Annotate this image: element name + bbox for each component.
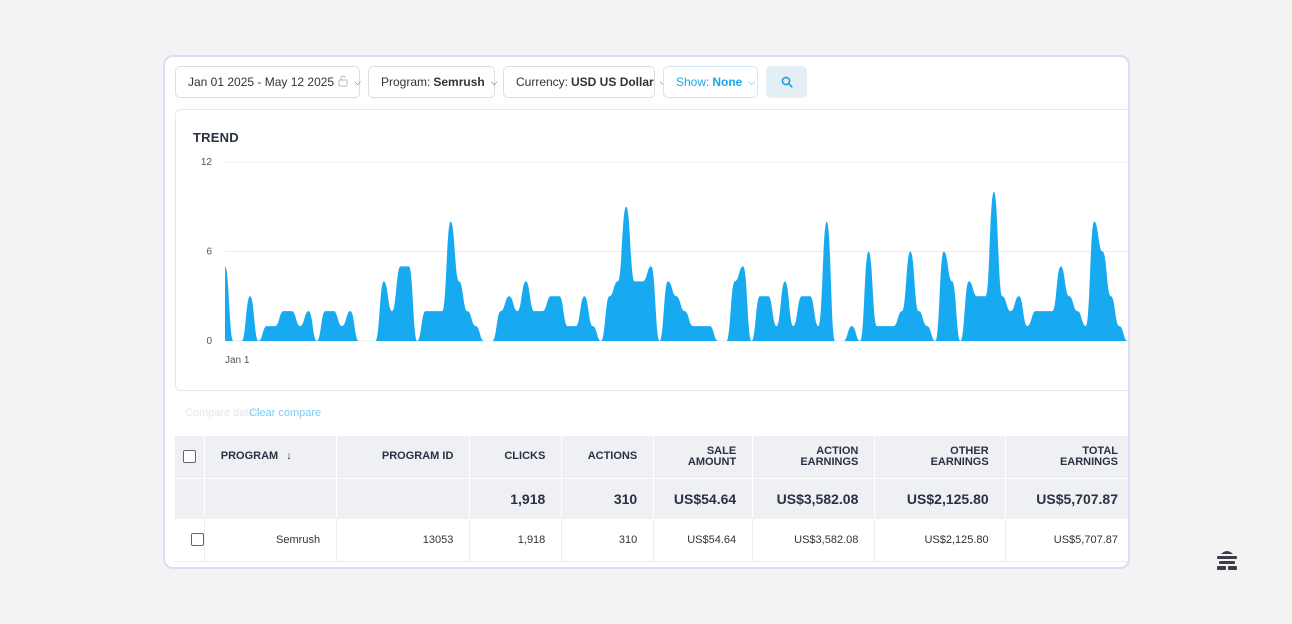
currency-value: USD US Dollar	[571, 75, 654, 89]
row-sale-amount: US$54.64	[653, 519, 754, 562]
chevron-down-icon: ⌵	[748, 76, 756, 87]
header-clicks[interactable]: CLICKS	[469, 436, 563, 478]
totals-other-earnings: US$2,125.80	[874, 477, 1006, 519]
clear-compare-link[interactable]: Clear compare	[249, 407, 322, 419]
header-program-label: PROGRAM	[220, 450, 279, 463]
y-tick-label: 6	[206, 247, 212, 258]
totals-sale-amount: US$54.64	[653, 477, 754, 519]
select-all-checkbox[interactable]	[182, 450, 196, 464]
program-dropdown[interactable]: Program: Semrush ⌵	[368, 66, 498, 98]
header-action-earnings-line1: ACTION	[816, 444, 859, 457]
totals-row: 1,918 310 US$54.64 US$3,582.08 US$2,125.…	[175, 477, 1128, 519]
row-other-earnings: US$2,125.80	[874, 519, 1006, 562]
trend-chart: 12 6 0 Jan 1	[201, 157, 1128, 366]
compare-dates-link[interactable]: Compare dates	[185, 407, 261, 419]
show-value: None	[712, 75, 743, 89]
currency-label: Currency:	[516, 75, 569, 89]
show-label: Show:	[676, 75, 710, 89]
header-sale-amount-line1: SALE	[706, 444, 737, 457]
search-icon	[781, 76, 793, 88]
header-sale-amount-line2: AMOUNT	[687, 455, 737, 468]
row-action-earnings: US$3,582.08	[752, 519, 876, 562]
currency-dropdown[interactable]: Currency: USD US Dollar ⌵	[503, 66, 667, 98]
sort-down-arrow-icon: ↓	[286, 450, 292, 463]
lock-icon	[338, 75, 348, 90]
row-checkbox[interactable]	[191, 533, 204, 547]
header-sale-amount[interactable]: SALE AMOUNT	[653, 436, 754, 478]
totals-program-id-cell	[336, 477, 471, 519]
header-other-earnings[interactable]: OTHER EARNINGS	[874, 436, 1006, 478]
earnings-table: PROGRAM ↓ PROGRAM ID CLICKS ACTIONS SALE A…	[175, 436, 1128, 562]
table-row: Semrush 13053 1,918 310 US$54.64 US$3,58…	[175, 519, 1128, 562]
trend-area-series	[225, 191, 1128, 341]
filter-bar: Jan 01 2025 - May 12 2025 ⌵ Program: Sem…	[175, 66, 807, 98]
row-total-earnings: US$5,707.87	[1005, 519, 1128, 562]
totals-empty-cell	[175, 477, 205, 519]
totals-action-earnings: US$3,582.08	[752, 477, 876, 519]
header-action-earnings[interactable]: ACTION EARNINGS	[752, 436, 876, 478]
search-button[interactable]	[766, 66, 807, 98]
row-select-cell	[175, 519, 205, 562]
date-range-value: Jan 01 2025 - May 12 2025	[188, 75, 335, 89]
show-dropdown[interactable]: Show: None ⌵	[663, 66, 758, 98]
header-total-earnings[interactable]: TOTAL EARNINGS	[1005, 436, 1128, 478]
program-label: Program:	[381, 75, 431, 89]
x-tick-label: Jan 1	[225, 355, 250, 366]
totals-clicks: 1,918	[469, 477, 563, 519]
table-header-row: PROGRAM ↓ PROGRAM ID CLICKS ACTIONS SALE A…	[175, 436, 1128, 478]
totals-actions: 310	[561, 477, 655, 519]
report-panel: Jan 01 2025 - May 12 2025 ⌵ Program: Sem…	[163, 55, 1130, 569]
row-actions-link[interactable]: 310	[561, 519, 655, 562]
row-program: Semrush	[204, 519, 338, 562]
header-actions[interactable]: ACTIONS	[561, 436, 655, 478]
row-program-id: 13053	[336, 519, 471, 562]
select-all-cell	[175, 436, 205, 478]
trend-card: TREND 12 6 0 Jan 1	[175, 109, 1128, 391]
program-value: Semrush	[433, 75, 485, 89]
header-action-earnings-line2: EARNINGS	[800, 455, 859, 468]
chevron-down-icon: ⌵	[354, 76, 361, 87]
trend-title: TREND	[193, 130, 239, 145]
header-program[interactable]: PROGRAM ↓	[204, 436, 338, 478]
date-range-picker[interactable]: Jan 01 2025 - May 12 2025 ⌵	[175, 66, 361, 98]
y-tick-label: 12	[201, 157, 213, 168]
row-clicks: 1,918	[469, 519, 563, 562]
totals-total-earnings: US$5,707.87	[1005, 477, 1128, 519]
header-program-id[interactable]: PROGRAM ID	[336, 436, 471, 478]
totals-program-cell	[204, 477, 338, 519]
chevron-down-icon: ⌵	[490, 76, 498, 87]
y-tick-label: 0	[206, 336, 212, 347]
beehiiv-logo-icon	[1217, 551, 1237, 570]
